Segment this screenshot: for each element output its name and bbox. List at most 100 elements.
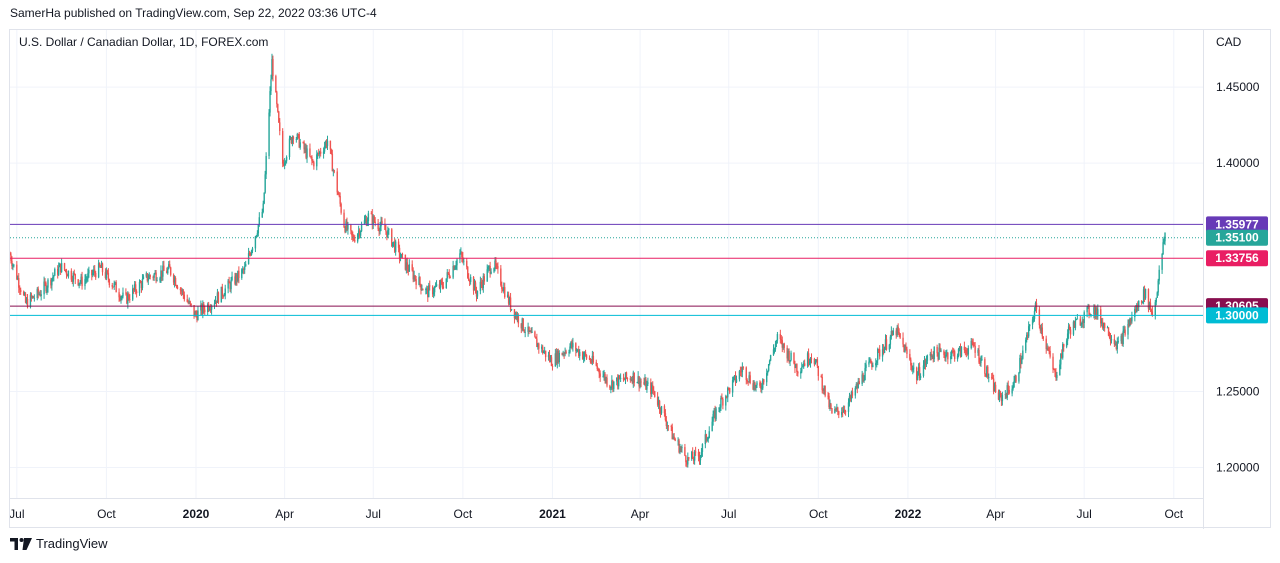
candle bbox=[970, 340, 972, 349]
candle bbox=[998, 393, 1001, 400]
candle bbox=[849, 396, 852, 399]
candle bbox=[1000, 394, 1003, 402]
candle bbox=[26, 298, 29, 308]
candle bbox=[229, 283, 231, 290]
candle bbox=[665, 420, 668, 427]
candle bbox=[263, 192, 265, 204]
candle bbox=[66, 274, 69, 277]
candle bbox=[161, 270, 163, 277]
candle bbox=[636, 382, 638, 384]
candle bbox=[447, 272, 449, 274]
candle bbox=[883, 347, 886, 353]
candle bbox=[1059, 364, 1061, 376]
candle bbox=[774, 343, 777, 350]
publish-info: SamerHa published on TradingView.com, Se… bbox=[10, 6, 377, 20]
candle bbox=[795, 364, 797, 369]
candle bbox=[576, 350, 578, 352]
candle bbox=[843, 409, 846, 412]
candle bbox=[360, 224, 363, 232]
candle bbox=[278, 111, 280, 123]
candle bbox=[589, 359, 592, 362]
price-chart[interactable]: 1.45000 1.40000 1.25000 1.20000 Jul Oct 2020 Ap… bbox=[10, 30, 1272, 529]
candle bbox=[731, 380, 734, 393]
candle bbox=[24, 293, 27, 303]
candle bbox=[179, 288, 182, 291]
candle bbox=[221, 286, 224, 296]
candle bbox=[1136, 304, 1138, 313]
candle bbox=[1122, 330, 1124, 345]
candle bbox=[555, 353, 558, 364]
candle bbox=[1074, 320, 1077, 328]
candle bbox=[500, 268, 502, 286]
candle bbox=[265, 156, 267, 175]
candle bbox=[520, 323, 522, 329]
candle bbox=[957, 349, 960, 356]
candle bbox=[692, 458, 695, 461]
candle bbox=[67, 270, 70, 277]
candle bbox=[175, 285, 178, 287]
candle bbox=[856, 384, 858, 389]
candle bbox=[101, 263, 104, 273]
candle bbox=[609, 385, 611, 389]
candle bbox=[945, 354, 947, 359]
candle bbox=[181, 290, 184, 292]
candle bbox=[467, 266, 469, 278]
candle bbox=[944, 354, 946, 359]
level-1-35100-last-price-badge bbox=[1206, 229, 1268, 246]
candle bbox=[565, 351, 567, 354]
candle bbox=[718, 407, 720, 409]
candle bbox=[931, 356, 933, 357]
candle bbox=[297, 133, 299, 135]
candle bbox=[650, 382, 652, 395]
candle bbox=[530, 331, 532, 333]
candle bbox=[414, 275, 416, 280]
candle bbox=[272, 58, 274, 77]
candle bbox=[787, 351, 789, 359]
candle bbox=[282, 163, 285, 166]
footer: TradingView bbox=[10, 536, 108, 551]
candle bbox=[401, 253, 404, 255]
candle bbox=[726, 396, 728, 398]
candle bbox=[749, 375, 751, 384]
x-tick-label: 2021 bbox=[539, 507, 566, 521]
chart-title: U.S. Dollar / Canadian Dollar, 1D, FOREX… bbox=[19, 35, 268, 49]
candle bbox=[264, 174, 266, 193]
chart-frame[interactable]: 1.45000 1.40000 1.25000 1.20000 Jul Oct 2020 Ap… bbox=[9, 29, 1272, 529]
candle bbox=[446, 272, 448, 279]
candle bbox=[210, 305, 213, 310]
candle bbox=[1065, 340, 1068, 347]
candle bbox=[823, 385, 825, 391]
candle bbox=[1138, 300, 1140, 308]
candle bbox=[138, 282, 141, 294]
candle bbox=[354, 239, 356, 242]
candle bbox=[1072, 321, 1075, 335]
candle bbox=[691, 451, 694, 459]
candle bbox=[386, 231, 388, 238]
candle bbox=[39, 293, 41, 296]
candle bbox=[31, 296, 34, 298]
candle bbox=[581, 352, 584, 360]
candle bbox=[215, 300, 218, 303]
candle bbox=[78, 282, 80, 286]
candle bbox=[993, 384, 996, 392]
candle bbox=[854, 388, 857, 396]
candle bbox=[1087, 306, 1089, 308]
candle bbox=[88, 270, 90, 274]
candle bbox=[407, 269, 410, 272]
footer-brand[interactable]: TradingView bbox=[36, 536, 108, 551]
candle bbox=[831, 408, 833, 413]
candle bbox=[841, 412, 844, 413]
candle bbox=[732, 377, 735, 381]
candle bbox=[803, 363, 805, 367]
candle bbox=[904, 346, 906, 353]
candle bbox=[1116, 341, 1118, 350]
candle bbox=[734, 375, 737, 383]
candle bbox=[442, 286, 445, 288]
candle bbox=[189, 301, 191, 304]
candle bbox=[74, 274, 76, 280]
tradingview-logo-icon bbox=[10, 537, 32, 550]
candle bbox=[99, 266, 102, 268]
level-1-33756-badge bbox=[1206, 250, 1268, 267]
candle bbox=[652, 385, 654, 391]
candle bbox=[638, 376, 640, 387]
